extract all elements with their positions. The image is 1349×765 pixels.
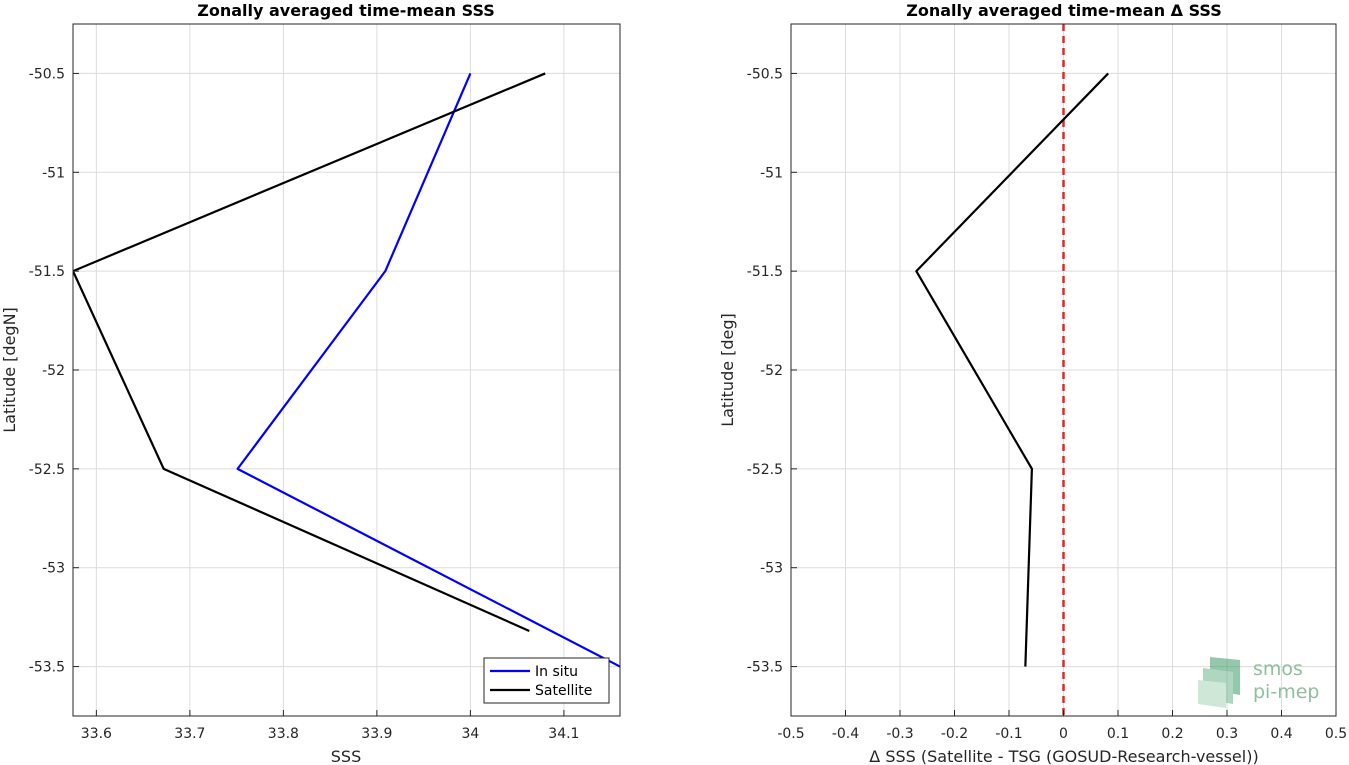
legend-box xyxy=(483,657,610,704)
left-series-line-satellite xyxy=(73,72,546,632)
smos-pi-mep-logo: smos pi-mep xyxy=(1198,657,1319,708)
right-x-tick-label: -0.5 xyxy=(777,726,804,742)
right-x-tick-label: 0 xyxy=(1059,726,1068,742)
right-y-tick-label: -53 xyxy=(760,561,783,577)
legend-label-in-situ: In situ xyxy=(535,664,578,680)
right-chart-title: Zonally averaged time-mean Δ SSS xyxy=(906,1,1222,20)
left-grid xyxy=(73,24,620,716)
left-y-tick-label: -50.5 xyxy=(29,66,65,82)
right-series-line-delta-sss xyxy=(915,72,1109,667)
legend-label-satellite: Satellite xyxy=(535,683,592,699)
right-x-tick-label: 0.5 xyxy=(1325,726,1347,742)
right-x-tick-label: 0.3 xyxy=(1216,726,1238,742)
right-y-tick-label: -51.5 xyxy=(747,264,783,280)
right-y-tick-label: -52.5 xyxy=(747,462,783,478)
right-y-tick-label: -50.5 xyxy=(747,66,783,82)
left-y-ticks: -50.5 -51 -51.5 -52 -52.5 -53 -53.5 xyxy=(29,66,79,676)
left-y-tick-label: -52.5 xyxy=(29,462,65,478)
right-y-ticks: -50.5 -51 -51.5 -52 -52.5 -53 -53.5 xyxy=(747,66,797,676)
left-y-axis-label: Latitude [degN] xyxy=(0,307,19,433)
left-legend: In situ Satellite xyxy=(483,657,610,704)
left-x-tick-label: 34.1 xyxy=(548,726,579,742)
left-chart-panel: 33.6 33.7 33.8 33.9 34 34.1 -50.5-51-51.5-52-… xyxy=(0,1,621,765)
right-x-tick-label: -0.1 xyxy=(995,726,1022,742)
left-x-axis-label: SSS xyxy=(331,747,361,765)
right-x-ticks: -0.5 -0.4 -0.3 -0.2 -0.1 0 0.1 0.2 0.3 0.4 0.5 xyxy=(777,710,1347,742)
right-x-tick-label: -0.2 xyxy=(941,726,968,742)
left-x-tick-label: 33.7 xyxy=(174,726,205,742)
logo-text-smos: smos xyxy=(1253,658,1303,680)
left-y-tick-label: -53.5 xyxy=(29,660,65,676)
left-x-tick-label: 33.6 xyxy=(81,726,112,742)
left-x-ticks: 33.6 33.7 33.8 33.9 34 34.1 xyxy=(81,710,579,742)
logo-mark-icon xyxy=(1198,657,1240,708)
left-series-line-in-situ xyxy=(236,72,620,668)
right-chart-panel: -0.5 -0.4 -0.3 -0.2 -0.1 0 0.1 0.2 0.3 0.4 0.5 -50… xyxy=(718,1,1347,765)
left-chart-title: Zonally averaged time-mean SSS xyxy=(197,1,495,20)
right-x-axis-label: Δ SSS (Satellite - TSG (GOSUD-Research-v… xyxy=(869,747,1258,765)
left-y-tick-label: -51 xyxy=(42,165,65,181)
right-y-tick-label: -51 xyxy=(760,165,783,181)
right-y-axis-label: Latitude [deg] xyxy=(718,313,737,427)
right-y-tick-label: -53.5 xyxy=(747,660,783,676)
right-series-group xyxy=(915,72,1109,667)
right-x-tick-label: 0.2 xyxy=(1161,726,1183,742)
left-y-tick-label: -51.5 xyxy=(29,264,65,280)
right-x-tick-label: 0.1 xyxy=(1107,726,1129,742)
left-series-group xyxy=(73,72,620,668)
right-x-tick-label: -0.4 xyxy=(832,726,859,742)
left-y-tick-label: -53 xyxy=(42,561,65,577)
left-x-tick-label: 33.8 xyxy=(268,726,299,742)
left-x-tick-label: 33.9 xyxy=(361,726,392,742)
right-x-tick-label: -0.3 xyxy=(886,726,913,742)
logo-text-pi-mep: pi-mep xyxy=(1253,681,1319,703)
left-x-tick-label: 34 xyxy=(461,726,479,742)
right-x-tick-label: 0.4 xyxy=(1270,726,1292,742)
left-y-tick-label: -52 xyxy=(42,363,65,379)
right-y-tick-label: -52 xyxy=(760,363,783,379)
